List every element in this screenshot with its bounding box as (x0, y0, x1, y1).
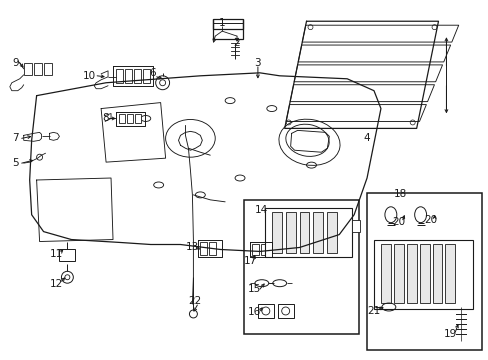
Text: 5: 5 (12, 158, 19, 168)
Text: 17: 17 (243, 256, 256, 266)
Bar (313, 212, 323, 253)
Bar (445, 243, 454, 303)
Bar (213, 19, 243, 39)
Text: 18: 18 (393, 189, 407, 199)
Bar (393, 243, 403, 303)
Bar (116, 69, 122, 83)
Text: 21: 21 (366, 306, 380, 316)
Text: 10: 10 (82, 71, 96, 81)
Bar (264, 208, 351, 257)
Text: 2: 2 (233, 38, 240, 48)
Text: 9: 9 (12, 58, 19, 68)
Text: 19: 19 (443, 329, 456, 339)
Text: 4: 4 (363, 133, 369, 143)
Text: 7: 7 (12, 133, 19, 143)
Bar (380, 243, 390, 303)
Text: 14: 14 (255, 205, 268, 215)
Bar (285, 212, 295, 253)
Bar (251, 243, 258, 255)
Bar (142, 69, 149, 83)
Bar (60, 249, 75, 261)
Bar (406, 243, 416, 303)
Bar (127, 113, 133, 123)
Bar (373, 239, 472, 309)
Text: 8: 8 (102, 113, 108, 123)
Text: 1: 1 (219, 18, 225, 28)
Bar (43, 63, 51, 75)
Bar (419, 243, 428, 303)
Bar (119, 113, 124, 123)
Text: 15: 15 (248, 284, 261, 294)
Bar (24, 63, 32, 75)
Text: 6: 6 (149, 68, 156, 78)
Bar (134, 69, 141, 83)
Bar (124, 69, 132, 83)
Bar (277, 304, 293, 318)
Bar (432, 243, 442, 303)
Text: 11: 11 (50, 249, 63, 260)
Bar (260, 243, 267, 255)
Bar (366, 193, 481, 350)
Text: 20: 20 (423, 215, 436, 225)
Text: 22: 22 (187, 296, 201, 306)
Text: 20: 20 (391, 217, 405, 227)
Text: 16: 16 (248, 307, 261, 317)
Bar (200, 242, 207, 255)
Bar (34, 63, 41, 75)
Bar (351, 220, 359, 231)
Text: 13: 13 (185, 243, 199, 252)
Text: 12: 12 (50, 279, 63, 289)
Bar (244, 200, 358, 334)
Bar (326, 212, 337, 253)
Bar (209, 242, 216, 255)
Bar (299, 212, 309, 253)
Bar (135, 113, 141, 123)
Bar (257, 304, 273, 318)
Text: 3: 3 (254, 58, 261, 68)
Bar (271, 212, 281, 253)
